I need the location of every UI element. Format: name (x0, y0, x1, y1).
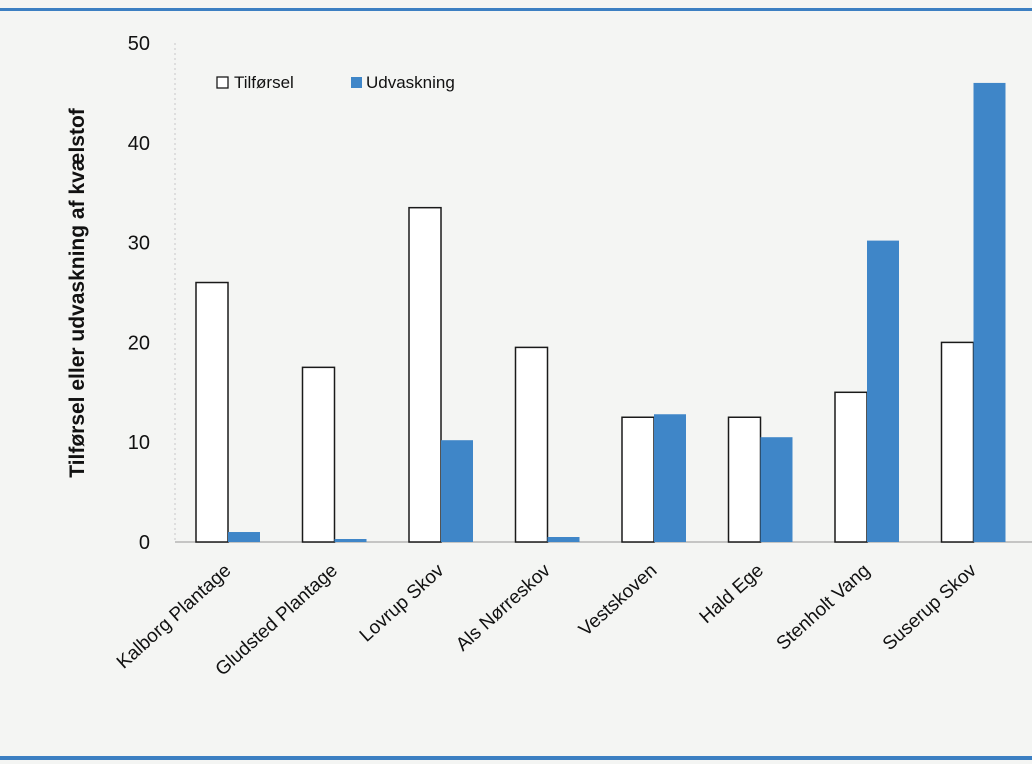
x-tick-label: Lovrup Skov (356, 560, 449, 647)
bar-udvaskning (547, 537, 580, 542)
bar-tilforsel (408, 206, 442, 543)
bar-udvaskning (867, 240, 899, 542)
bar-tilforsel (195, 281, 229, 543)
y-tick-label: 50 (128, 33, 150, 55)
bar-udvaskning (228, 532, 260, 542)
legend-label-udvaskning: Udvaskning (366, 73, 455, 92)
bar-udvaskning (441, 440, 473, 542)
bar-tilforsel (834, 391, 868, 543)
bar-udvaskning (654, 414, 686, 542)
x-tick-label: Kalborg Plantage (113, 560, 235, 673)
bar-tilforsel (940, 341, 975, 543)
top-accent-line (0, 8, 1032, 11)
bar-tilforsel (727, 416, 762, 543)
bar-tilforsel (301, 366, 336, 543)
bar-tilforsel (621, 416, 655, 543)
legend: Tilførsel Udvaskning (216, 73, 455, 92)
y-axis-label: Tilførsel eller udvaskning af kvælstof (66, 107, 89, 478)
y-tick-label: 10 (128, 432, 150, 454)
x-tick-label: Vestskoven (575, 560, 661, 641)
bottom-accent-line (0, 756, 1032, 760)
bars-layer (195, 82, 1006, 543)
x-tick-label: Stenholt Vang (773, 560, 875, 655)
y-tick-labels: 0 10 20 30 40 50 (128, 33, 150, 554)
y-tick-label: 0 (139, 532, 150, 554)
legend-swatch-tilforsel (216, 76, 229, 89)
y-tick-label: 40 (128, 133, 150, 155)
x-tick-label: Hald Ege (696, 560, 768, 628)
legend-label-tilforsel: Tilførsel (234, 73, 294, 92)
bar-udvaskning (760, 437, 793, 542)
x-tick-label: Als Nørreskov (452, 560, 555, 656)
legend-swatch-udvaskning (351, 77, 362, 88)
bar-udvaskning (334, 539, 367, 542)
bar-udvaskning (973, 82, 1006, 543)
x-tick-label: Suserup Skov (879, 560, 981, 655)
y-tick-label: 20 (128, 332, 150, 354)
bar-tilforsel (514, 346, 549, 543)
y-tick-label: 30 (128, 233, 150, 255)
